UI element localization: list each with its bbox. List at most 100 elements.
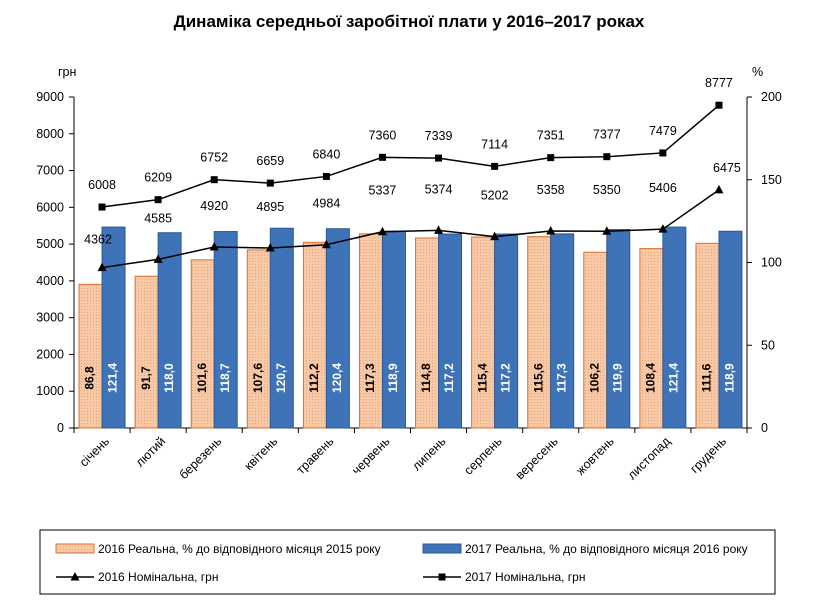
- marker-2017-nominal: [603, 153, 611, 161]
- right-unit-label: %: [752, 65, 763, 79]
- bar-2017-value-label: 117,3: [554, 363, 568, 393]
- left-tick-label: 4000: [36, 274, 64, 288]
- marker-2017-nominal: [491, 162, 499, 170]
- line-value-label: 6752: [200, 151, 228, 165]
- bar-2016-value-label: 117,3: [363, 363, 377, 393]
- line-value-label: 5337: [369, 184, 397, 198]
- right-tick-label: 100: [761, 256, 782, 270]
- marker-2016-nominal: [602, 226, 612, 235]
- left-tick-label: 3000: [36, 311, 64, 325]
- bar-2017-real: [438, 233, 463, 429]
- bar-2016-real: [78, 283, 103, 429]
- line-2016-nominal: [101, 189, 720, 269]
- x-tick-label: травень: [294, 434, 337, 477]
- bar-2016-value-label: 101,6: [195, 363, 209, 393]
- bar-2016-real: [134, 275, 159, 429]
- marker-2017-nominal: [715, 101, 723, 109]
- line-2017-nominal: [101, 104, 720, 208]
- labels-group: 86,8 121,4 91,7 118,0 101,6 118,7 107,6 120,7 11…: [83, 76, 741, 393]
- line-value-label: 5374: [425, 182, 453, 196]
- lines-group: [97, 101, 724, 272]
- left-tick-label: 6000: [36, 200, 64, 214]
- line-value-label: 7351: [537, 129, 565, 143]
- line-value-label: 5350: [593, 183, 621, 197]
- bar-2017-real: [718, 230, 743, 429]
- bar-2017-real: [381, 230, 406, 429]
- bar-2016-real: [302, 241, 327, 429]
- marker-2017-nominal: [322, 172, 330, 180]
- marker-2016-nominal: [546, 225, 556, 235]
- legend-label: 2016 Номінальна, грн: [98, 570, 219, 584]
- x-tick-label: червень: [349, 434, 392, 477]
- bar-2017-value-label: 119,9: [610, 363, 624, 393]
- right-tick-label: 50: [761, 338, 775, 352]
- legend-label: 2017 Номінальна, грн: [465, 570, 586, 584]
- line-value-label: 4895: [256, 200, 284, 214]
- marker-2017-nominal: [266, 179, 274, 187]
- marker-2016-nominal: [153, 254, 163, 263]
- marker-2017-nominal: [378, 153, 386, 161]
- legend-label: 2017 Реальна, % до відповідного місяця 2…: [465, 542, 748, 556]
- line-value-label: 4362: [84, 233, 112, 247]
- bar-2017-value-label: 117,2: [442, 363, 456, 393]
- bar-2017-value-label: 121,4: [667, 363, 681, 393]
- bar-2017-value-label: 120,4: [330, 363, 344, 393]
- right-tick-label: 150: [761, 173, 782, 187]
- marker-2016-nominal: [321, 239, 331, 249]
- x-tick-label: січень: [77, 434, 112, 469]
- x-tick-label: вересень: [513, 434, 561, 482]
- left-tick-label: 2000: [36, 347, 64, 361]
- legend-marker-square: [438, 573, 446, 581]
- x-tick-label: квітень: [242, 434, 281, 473]
- bar-2017-value-label: 121,4: [106, 363, 120, 393]
- line-value-label: 6840: [312, 147, 340, 161]
- bar-2017-value-label: 118,0: [162, 363, 176, 393]
- x-tick-label: серпень: [461, 434, 504, 477]
- marker-2017-nominal: [435, 154, 443, 162]
- bar-2017-real: [606, 229, 631, 429]
- bar-2016-real: [471, 236, 496, 429]
- bar-2017-real: [269, 227, 294, 429]
- bar-2016-value-label: 112,2: [307, 363, 321, 393]
- legend-swatch-2016-real: [55, 543, 95, 554]
- legend: 2016 Реальна, % до відповідного місяця 2…: [39, 529, 776, 595]
- bar-2016-value-label: 108,4: [644, 363, 658, 393]
- left-tick-label: 8000: [36, 127, 64, 141]
- marker-2016-nominal: [377, 226, 387, 236]
- line-value-label: 6475: [713, 161, 741, 175]
- line-value-label: 5202: [481, 189, 509, 203]
- left-tick-label: 9000: [36, 90, 64, 104]
- marker-2017-nominal: [154, 196, 162, 204]
- x-tick-label: жовтень: [573, 434, 617, 478]
- line-value-label: 7360: [369, 128, 397, 142]
- bar-2017-value-label: 118,7: [218, 363, 232, 393]
- x-tick-label: грудень: [687, 434, 729, 476]
- bar-2017-value-label: 118,9: [386, 363, 400, 393]
- legend-label: 2016 Реальна, % до відповідного місяця 2…: [98, 542, 381, 556]
- bar-2017-real: [157, 232, 182, 429]
- bar-2016-real: [527, 236, 552, 429]
- x-tick-label: березень: [177, 434, 225, 482]
- line-value-label: 8777: [705, 76, 733, 90]
- marker-2017-nominal: [98, 203, 106, 211]
- marker-2016-nominal: [209, 242, 219, 251]
- x-tick-label: лютий: [133, 434, 168, 469]
- left-tick-label: 1000: [36, 384, 64, 398]
- line-value-label: 6008: [88, 178, 116, 192]
- bar-2016-value-label: 115,6: [531, 363, 545, 393]
- right-tick-label: 200: [761, 90, 782, 104]
- line-value-label: 4920: [200, 199, 228, 213]
- bar-2017-real: [662, 226, 687, 429]
- bar-2016-real: [246, 249, 271, 429]
- line-value-label: 4984: [312, 197, 340, 211]
- bar-2017-real: [494, 233, 519, 429]
- marker-2017-nominal: [659, 149, 667, 157]
- bar-2016-real: [190, 259, 215, 429]
- line-value-label: 7479: [649, 124, 677, 138]
- marker-2016-nominal: [490, 231, 500, 241]
- legend-box: [39, 529, 776, 595]
- line-value-label: 7377: [593, 128, 621, 142]
- left-unit-label: грн: [58, 65, 77, 79]
- left-tick-label: 0: [57, 421, 64, 435]
- bar-2016-real: [639, 248, 664, 429]
